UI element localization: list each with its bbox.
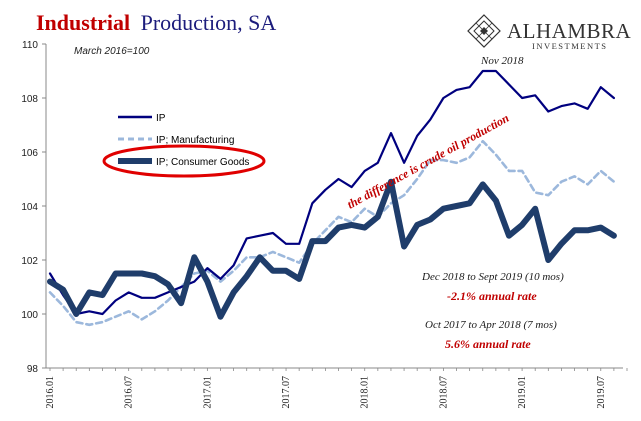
- y-tick-label: 104: [21, 202, 38, 213]
- x-tick-label: 2019.01: [517, 376, 528, 409]
- annotation-dec-period: Dec 2018 to Sept 2019 (10 mos): [421, 271, 564, 283]
- legend-label-ip: IP: [156, 113, 166, 124]
- logo-name: ALHAMBRA: [507, 19, 632, 43]
- logo-sub: INVESTMENTS: [532, 41, 608, 51]
- legend-label-manufacturing: IP; Manufacturing: [156, 135, 234, 146]
- title-part1: Industrial: [36, 10, 130, 35]
- legend: IP IP; Manufacturing IP; Consumer Goods: [102, 113, 266, 178]
- annotation-nov-2018: Nov 2018: [480, 55, 524, 67]
- x-tick-label: 2019.07: [596, 376, 607, 409]
- x-tick-label: 2016.07: [124, 376, 135, 409]
- x-tick-label: 2017.01: [202, 376, 213, 409]
- annotation-oct-period: Oct 2017 to Apr 2018 (7 mos): [425, 319, 557, 331]
- x-tick-label: 2016.01: [45, 376, 56, 409]
- y-axis-ticks: 98 100 102 104 106 108 110: [21, 40, 46, 375]
- annotation-crude-oil: the difference is crude oil production: [345, 111, 512, 212]
- highlight-ellipse: [102, 144, 266, 178]
- series-layer: [47, 69, 617, 327]
- series-line-manufacturing: [48, 139, 616, 327]
- y-tick-label: 106: [21, 148, 38, 159]
- title-part2: Production, SA: [141, 10, 277, 35]
- x-tick-label: 2017.07: [281, 376, 292, 409]
- y-tick-label: 110: [22, 40, 38, 51]
- x-tick-label: 2018.01: [360, 376, 371, 409]
- series-line-ip: [48, 69, 616, 316]
- y-tick-label: 98: [27, 364, 39, 375]
- chart-title: Industrial Production, SA: [36, 10, 276, 35]
- annotation-oct-rate: 5.6% annual rate: [445, 337, 531, 351]
- x-tick-label: 2018.07: [438, 376, 449, 409]
- diamond-lattice-icon: [467, 14, 501, 48]
- logo: ALHAMBRA INVESTMENTS: [467, 14, 632, 51]
- y-tick-label: 102: [21, 256, 38, 267]
- legend-label-consumer-goods: IP; Consumer Goods: [156, 157, 249, 168]
- y-tick-label: 108: [21, 94, 38, 105]
- annotation-dec-rate: -2.1% annual rate: [447, 289, 537, 303]
- y-tick-label: 100: [21, 310, 38, 321]
- series-line-consumer-goods: [47, 178, 617, 320]
- x-axis-ticks: 2016.01 2016.07 2017.01 2017.07 2018.01 2018.…: [45, 368, 628, 409]
- base-note: March 2016=100: [74, 46, 150, 57]
